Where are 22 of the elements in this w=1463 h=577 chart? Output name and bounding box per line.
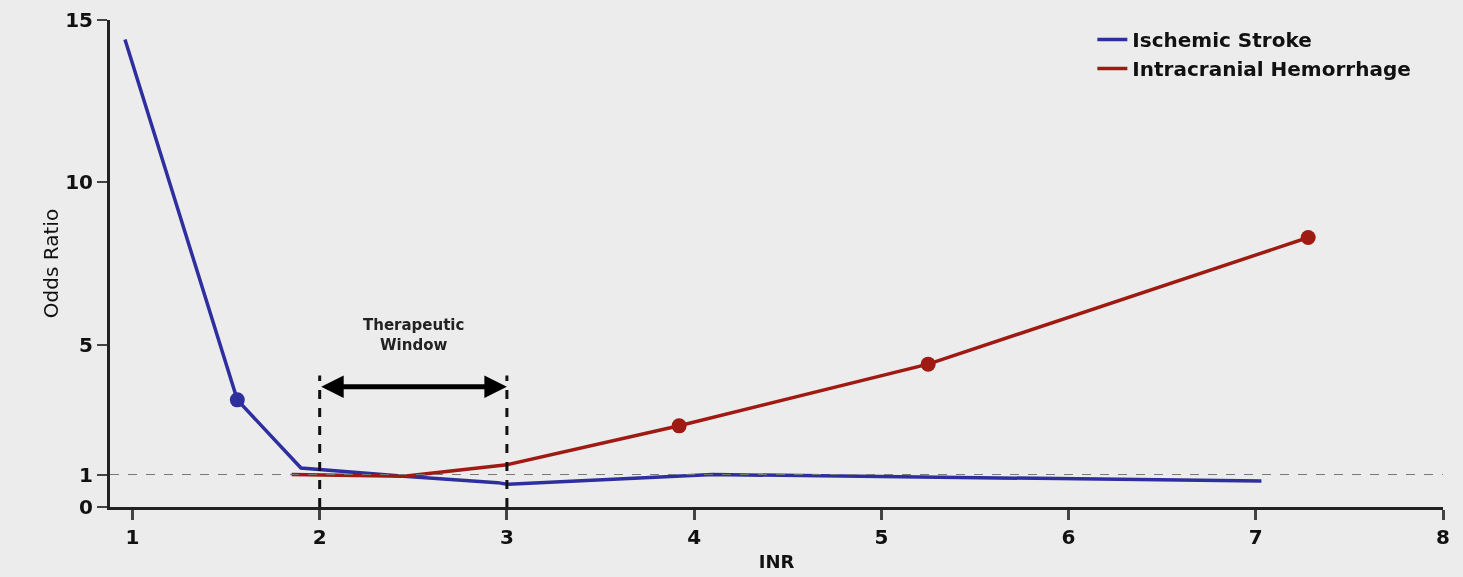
- x-tick-label: 6: [1061, 525, 1076, 549]
- y-tick-label: 1: [79, 462, 93, 487]
- x-axis-title: INR: [758, 551, 795, 573]
- x-tick-label: 5: [874, 525, 889, 549]
- y-tick-label: 15: [65, 8, 93, 32]
- point: [671, 418, 687, 434]
- point: [920, 356, 936, 372]
- x-tick-label: 4: [687, 525, 702, 549]
- y-axis-title: Odds Ratio: [39, 208, 63, 319]
- annotation: Therapeutic Window: [363, 316, 465, 354]
- y-tick-label: 10: [65, 170, 93, 195]
- x-tick-label: 8: [1436, 525, 1450, 549]
- point: [1300, 230, 1316, 246]
- x-tick-label: 2: [312, 525, 327, 549]
- y-tick-label: 5: [79, 332, 93, 357]
- legend-label: Ischemic Stroke: [1132, 28, 1312, 53]
- x-tick-label: 7: [1248, 525, 1263, 549]
- x-tick-label: 3: [499, 525, 514, 549]
- point: [229, 392, 245, 408]
- x-tick-label: 1: [125, 525, 140, 549]
- y-tick-label: 0: [79, 495, 93, 519]
- legend-label: Intracranial Hemorrhage: [1132, 57, 1411, 82]
